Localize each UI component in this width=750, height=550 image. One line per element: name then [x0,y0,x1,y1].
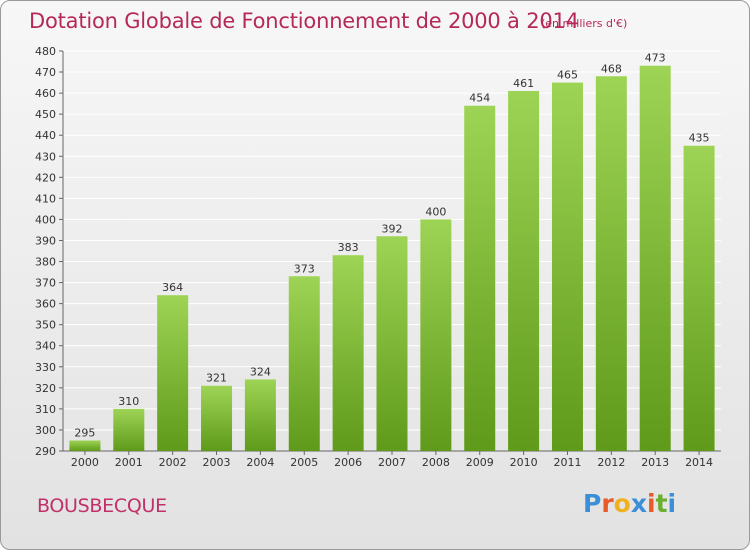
logo-letter: P [583,489,602,518]
x-tick-label: 2011 [553,456,581,469]
bar [376,236,408,451]
y-tick-label: 300 [35,424,56,437]
x-tick-label: 2008 [422,456,450,469]
proxiti-logo[interactable]: Proxiti [583,489,676,518]
y-tick-label: 460 [35,87,56,100]
label-layer: 295 310 364 321 324 373 383 392 400 454 461 465 468 4… [74,52,709,440]
logo-letter: t [655,489,668,518]
y-tick-label: 410 [35,192,56,205]
y-tick-label: 360 [35,298,56,311]
x-tick-label: 2012 [597,456,625,469]
bar [683,145,715,451]
bar-layer [69,65,715,452]
bar [595,76,627,452]
y-tick-label: 440 [35,129,56,142]
x-tick-label: 2005 [290,456,318,469]
y-tick-label: 290 [35,445,56,458]
y-tick-label: 480 [35,45,56,58]
axis-layer: 290 300 310 320 330 340 350 360 370 380 390 400 410 4… [35,45,721,469]
bar [464,105,496,451]
x-tick-label: 2002 [159,456,187,469]
bar [69,440,101,451]
y-tick-label: 330 [35,361,56,374]
y-tick-label: 390 [35,234,56,247]
data-label: 383 [338,241,359,254]
x-tick-label: 2010 [510,456,538,469]
logo-letter: o [613,489,631,518]
data-label: 461 [513,77,534,90]
x-tick-label: 2007 [378,456,406,469]
x-tick-label: 2003 [203,456,231,469]
x-tick-label: 2009 [466,456,494,469]
data-label: 373 [294,262,315,275]
x-tick-label: 2000 [71,456,99,469]
y-tick-label: 400 [35,213,56,226]
logo-letter: i [667,489,677,518]
data-label: 468 [601,62,622,75]
y-tick-label: 430 [35,150,56,163]
logo-letter: x [630,489,647,518]
bar [508,91,540,451]
bar [113,408,145,451]
bar [639,65,671,451]
data-label: 392 [382,222,403,235]
data-label: 321 [206,372,227,385]
data-label: 295 [74,426,95,439]
y-tick-label: 450 [35,108,56,121]
data-label: 310 [118,395,139,408]
bar [201,385,233,451]
data-label: 400 [425,205,446,218]
logo-letter: r [601,489,614,518]
bar [157,295,189,451]
data-label: 364 [162,281,183,294]
y-tick-label: 380 [35,256,56,269]
x-tick-label: 2004 [246,456,274,469]
x-tick-label: 2013 [641,456,669,469]
bar [420,219,452,451]
y-tick-label: 310 [35,403,56,416]
data-label: 465 [557,69,578,82]
data-label: 324 [250,365,271,378]
chart-unit: (en milliers d'€) [541,17,628,30]
bar [244,379,276,451]
bar [332,255,364,451]
logo-letter: i [647,489,656,518]
x-tick-label: 2006 [334,456,362,469]
city-name: BOUSBECQUE [37,495,167,517]
data-label: 473 [645,52,666,65]
data-label: 454 [469,92,490,105]
bar [551,82,583,451]
y-tick-label: 420 [35,171,56,184]
y-tick-label: 370 [35,277,56,290]
y-tick-label: 340 [35,340,56,353]
x-tick-label: 2014 [685,456,713,469]
y-tick-label: 470 [35,66,56,79]
y-tick-label: 350 [35,319,56,332]
y-tick-label: 320 [35,382,56,395]
chart-title: Dotation Globale de Fonctionnement de 20… [29,9,579,33]
bar [288,276,320,451]
data-label: 435 [689,132,710,145]
x-tick-label: 2001 [115,456,143,469]
